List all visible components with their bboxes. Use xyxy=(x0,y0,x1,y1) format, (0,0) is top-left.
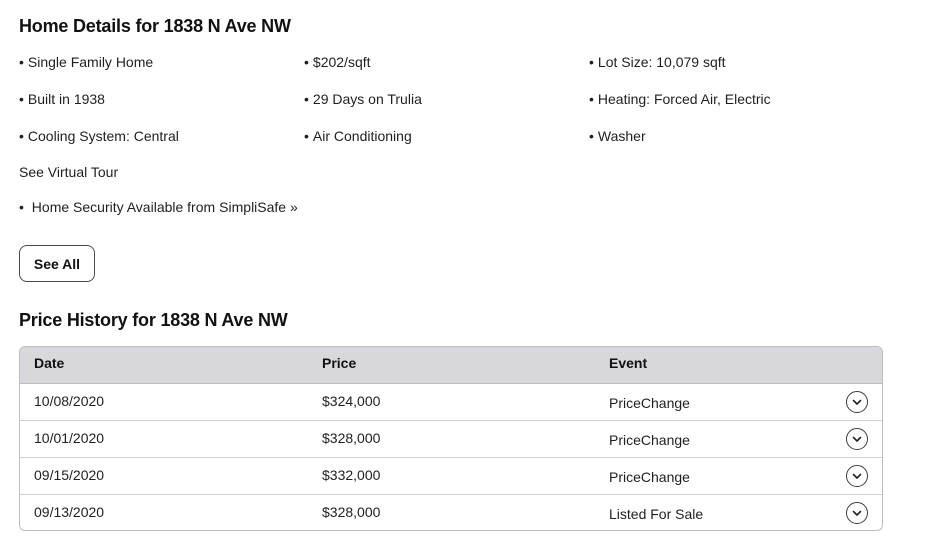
home-security-text: Home Security Available from xyxy=(31,199,216,215)
column-header-price: Price xyxy=(322,355,357,371)
chevron-down-icon[interactable] xyxy=(846,465,868,487)
see-all-button[interactable]: See All xyxy=(19,245,95,282)
table-row[interactable]: 10/01/2020 $328,000 PriceChange xyxy=(20,421,882,458)
home-details-title: Home Details for 1838 N Ave NW xyxy=(19,16,291,36)
detail-lot-size: Lot Size: 10,079 sqft xyxy=(589,53,899,71)
row-event: PriceChange xyxy=(609,432,690,448)
table-row[interactable]: 09/13/2020 $328,000 Listed For Sale xyxy=(20,495,882,530)
table-row[interactable]: 10/08/2020 $324,000 PriceChange xyxy=(20,384,882,421)
table-row[interactable]: 09/15/2020 $332,000 PriceChange xyxy=(20,458,882,495)
row-date: 10/08/2020 xyxy=(34,393,105,409)
detail-price-per-sqft: $202/sqft xyxy=(304,53,589,71)
simplisafe-link[interactable]: SimpliSafe » xyxy=(219,199,298,215)
price-history-table: Date Price Event 10/08/2020 $324,000 Pri… xyxy=(19,346,883,531)
row-event: PriceChange xyxy=(609,395,690,411)
detail-heating: Heating: Forced Air, Electric xyxy=(589,90,899,108)
row-date: 10/01/2020 xyxy=(34,430,105,446)
detail-washer: Washer xyxy=(589,127,899,145)
chevron-down-icon[interactable] xyxy=(846,502,868,524)
home-details-list: Single Family Home $202/sqft Lot Size: 1… xyxy=(19,53,899,145)
detail-air-conditioning: Air Conditioning xyxy=(304,127,589,145)
row-event: PriceChange xyxy=(609,469,690,485)
price-history-title: Price History for 1838 N Ave NW xyxy=(19,310,288,330)
column-header-date: Date xyxy=(34,355,65,371)
detail-property-type: Single Family Home xyxy=(19,53,304,71)
column-header-event: Event xyxy=(609,355,648,371)
row-event: Listed For Sale xyxy=(609,506,704,522)
virtual-tour-link[interactable]: See Virtual Tour xyxy=(19,164,119,180)
detail-days-on-market: 29 Days on Trulia xyxy=(304,90,589,108)
detail-cooling: Cooling System: Central xyxy=(19,127,304,145)
row-price: $328,000 xyxy=(322,430,381,446)
row-date: 09/13/2020 xyxy=(34,504,105,520)
detail-year-built: Built in 1938 xyxy=(19,90,304,108)
chevron-down-icon[interactable] xyxy=(846,391,868,413)
chevron-down-icon[interactable] xyxy=(846,428,868,450)
row-price: $324,000 xyxy=(322,393,381,409)
table-header: Date Price Event xyxy=(20,347,882,384)
row-price: $328,000 xyxy=(322,504,381,520)
row-price: $332,000 xyxy=(322,467,381,483)
row-date: 09/15/2020 xyxy=(34,467,105,483)
